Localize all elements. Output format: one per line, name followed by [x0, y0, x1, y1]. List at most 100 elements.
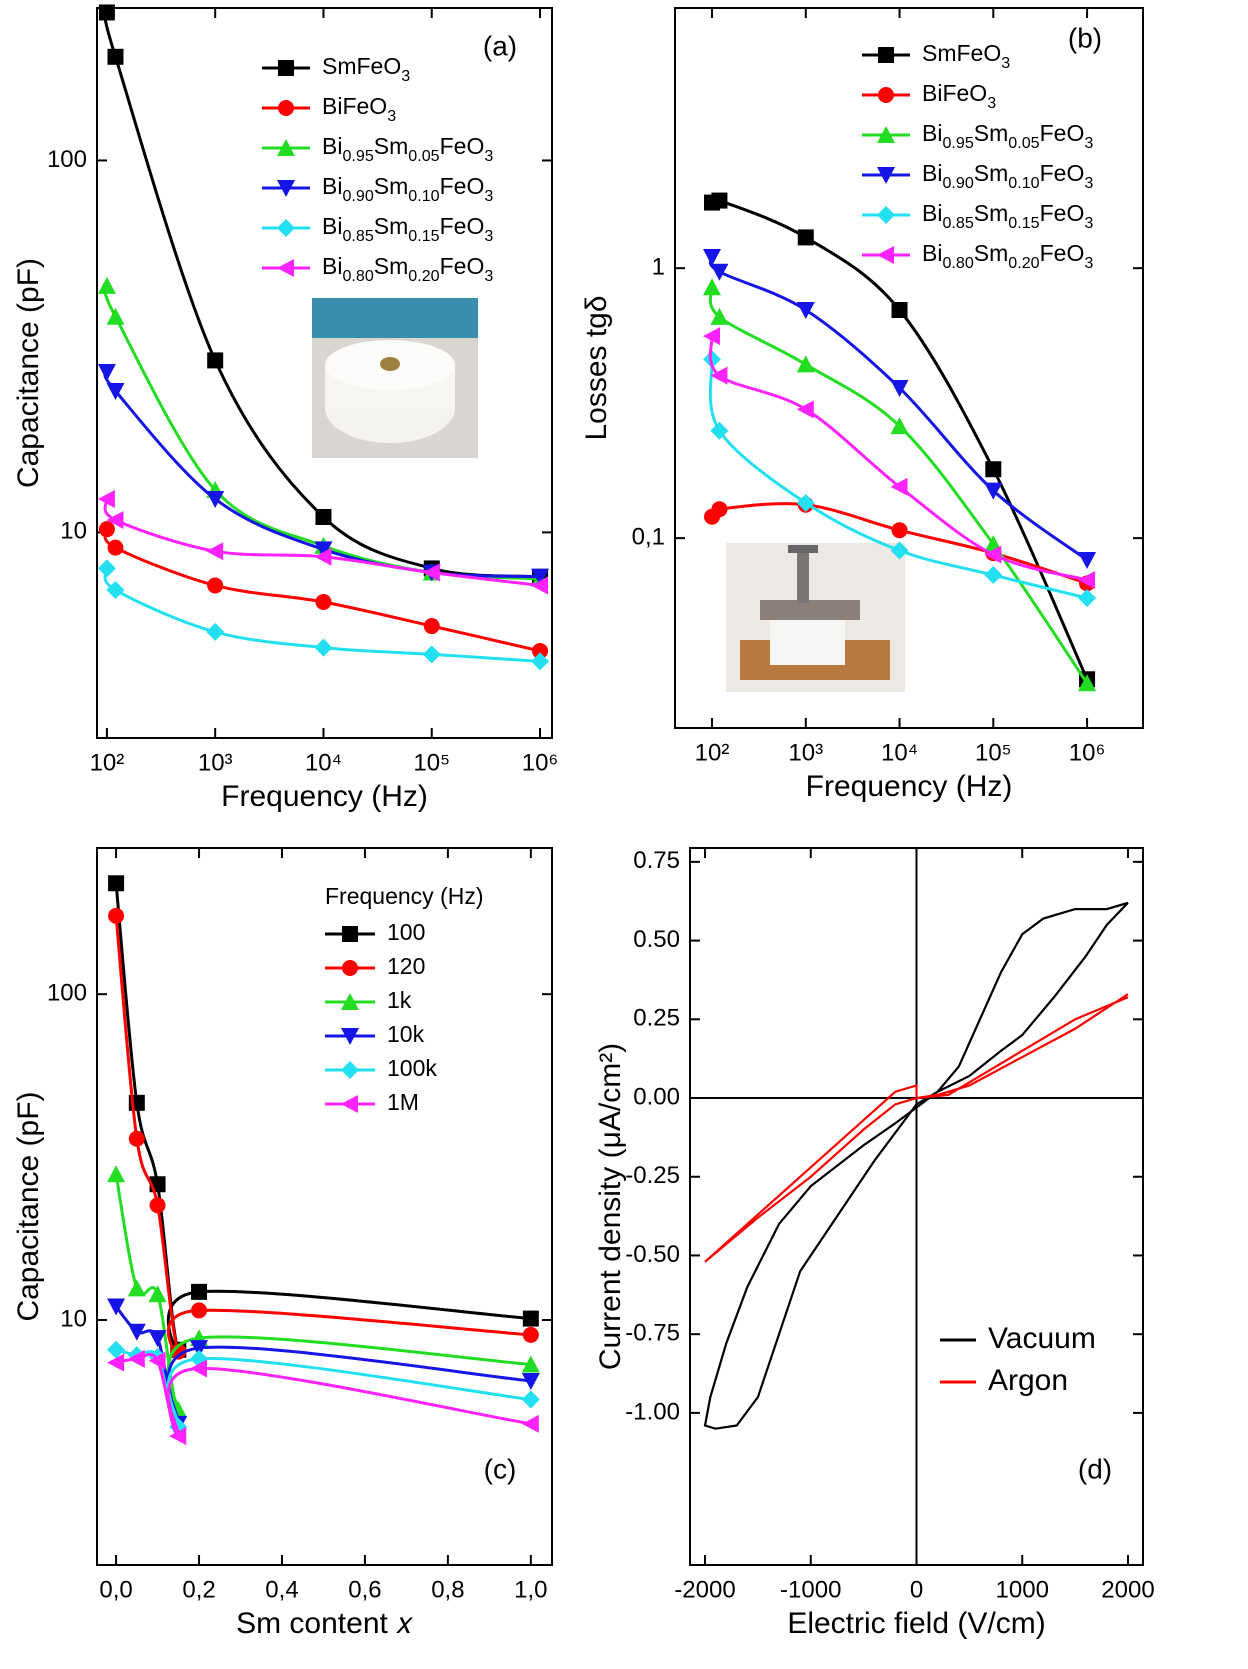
legend-title: Frequency (Hz)	[325, 883, 483, 909]
y-tick-label: 10	[60, 518, 87, 545]
marker	[106, 382, 125, 400]
legend-label: 100	[387, 919, 425, 945]
chart-panel: -2000 -1000 0 1000 2000 0.75 0.50 0.25 0.00 -0.25…	[594, 847, 1155, 1640]
marker	[97, 559, 116, 578]
legend-marker	[341, 993, 359, 1010]
x-tick-label: 2000	[1101, 1576, 1154, 1603]
marker	[521, 1414, 539, 1433]
marker	[522, 1310, 539, 1327]
marker	[106, 307, 125, 325]
marker	[422, 563, 440, 582]
legend-marker	[877, 167, 895, 184]
y-tick-label: 0.00	[633, 1083, 680, 1110]
y-axis-title: Current density (μA/cm²)	[594, 1043, 627, 1370]
marker	[797, 229, 814, 246]
x-tick-label: 10⁴	[881, 739, 918, 766]
marker	[796, 355, 815, 373]
y-tick-label: -0.50	[625, 1241, 680, 1268]
x-tick-label: 0,4	[265, 1576, 298, 1603]
marker	[314, 547, 332, 566]
marker	[711, 501, 728, 518]
legend-marker	[341, 1061, 359, 1079]
marker	[127, 1323, 146, 1341]
x-axis-title: Sm content 𝑥	[236, 1607, 413, 1640]
marker	[796, 493, 815, 512]
legend-label: Bi0.90Sm0.10FeO3	[922, 160, 1093, 192]
marker	[521, 1390, 540, 1409]
marker	[521, 1372, 540, 1390]
x-tick-label: 10³	[788, 739, 823, 766]
marker	[984, 566, 1003, 585]
marker	[127, 1279, 146, 1297]
marker	[532, 642, 549, 659]
legend-label: 100k	[387, 1055, 437, 1081]
marker	[148, 1285, 167, 1303]
inset-photo-b	[726, 543, 905, 692]
x-tick-label: 1000	[996, 1576, 1049, 1603]
x-tick-label: 0	[910, 1576, 923, 1603]
x-axis-title: Electric field (V/cm)	[787, 1607, 1045, 1640]
marker	[984, 482, 1003, 500]
marker	[190, 1359, 208, 1378]
legend-label: Vacuum	[988, 1322, 1096, 1355]
marker	[890, 541, 909, 560]
marker	[890, 417, 909, 435]
legend-marker	[341, 1028, 359, 1045]
marker	[191, 1283, 208, 1300]
legend-marker	[878, 87, 894, 103]
marker	[107, 1165, 126, 1183]
plot-frame	[674, 7, 1144, 729]
x-tick-label: 10⁴	[305, 749, 342, 776]
x-tick-label: 10²	[90, 749, 125, 776]
legend-label: Argon	[988, 1364, 1068, 1397]
y-tick-label: 100	[47, 980, 87, 1007]
marker	[710, 263, 729, 281]
x-tick-label: 10⁵	[975, 739, 1012, 766]
x-tick-label: 10³	[198, 749, 233, 776]
marker	[207, 577, 224, 594]
legend-label: 1M	[387, 1089, 419, 1115]
legend-marker	[277, 259, 294, 277]
legend-label: BiFeO3	[322, 93, 396, 125]
marker	[891, 522, 908, 539]
y-tick-label: 100	[47, 146, 87, 173]
marker	[149, 1197, 166, 1214]
marker	[422, 645, 441, 664]
legend-marker	[877, 246, 894, 264]
marker	[107, 1340, 126, 1359]
marker	[128, 1130, 145, 1147]
marker	[796, 301, 815, 319]
y-tick-label: 0.75	[633, 847, 680, 874]
legend-marker	[878, 47, 894, 63]
marker	[97, 363, 116, 381]
marker	[985, 461, 1002, 478]
y-tick-label: 10	[60, 1305, 87, 1332]
x-tick-label: 0,8	[431, 1576, 464, 1603]
legend-marker	[277, 219, 295, 237]
y-tick-label: 0,1	[632, 523, 665, 550]
marker	[531, 652, 550, 671]
legend-marker	[877, 206, 895, 224]
plot-frame	[96, 7, 553, 739]
chart-panel: 10² 10³ 10⁴ 10⁵ 10⁶ 10 100 Frequency (Hz) Capaci…	[12, 4, 559, 813]
marker	[314, 541, 333, 559]
marker	[108, 907, 125, 924]
marker	[984, 545, 1002, 564]
marker	[531, 568, 550, 586]
marker	[148, 1330, 167, 1348]
marker	[207, 352, 224, 369]
marker	[108, 875, 125, 892]
legend-marker	[277, 139, 295, 156]
marker	[98, 521, 115, 538]
x-tick-label: 10²	[695, 739, 730, 766]
series-line	[114, 915, 531, 1357]
y-tick-label: -0.25	[625, 1162, 680, 1189]
marker	[1078, 570, 1096, 589]
y-tick-label: -0.75	[625, 1320, 680, 1347]
series-line	[704, 993, 1129, 1263]
annotation: (b)	[1068, 22, 1102, 53]
marker	[891, 301, 908, 318]
plot-frame	[689, 847, 1144, 1566]
x-tick-label: 10⁶	[522, 749, 559, 776]
marker	[890, 379, 909, 397]
